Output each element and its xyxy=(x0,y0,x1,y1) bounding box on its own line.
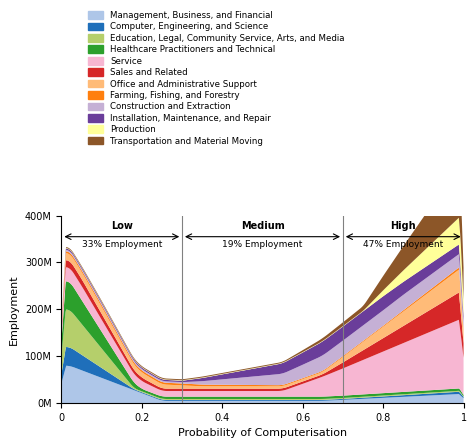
Y-axis label: Employment: Employment xyxy=(9,274,19,345)
Text: Low: Low xyxy=(111,220,133,231)
Text: 33% Employment: 33% Employment xyxy=(82,240,162,249)
Text: 19% Employment: 19% Employment xyxy=(222,240,303,249)
Text: Medium: Medium xyxy=(241,220,284,231)
Legend: Management, Business, and Financial, Computer, Engineering, and Science, Educati: Management, Business, and Financial, Com… xyxy=(86,9,346,147)
Text: High: High xyxy=(390,220,416,231)
Text: 47% Employment: 47% Employment xyxy=(363,240,443,249)
X-axis label: Probability of Computerisation: Probability of Computerisation xyxy=(178,428,347,439)
